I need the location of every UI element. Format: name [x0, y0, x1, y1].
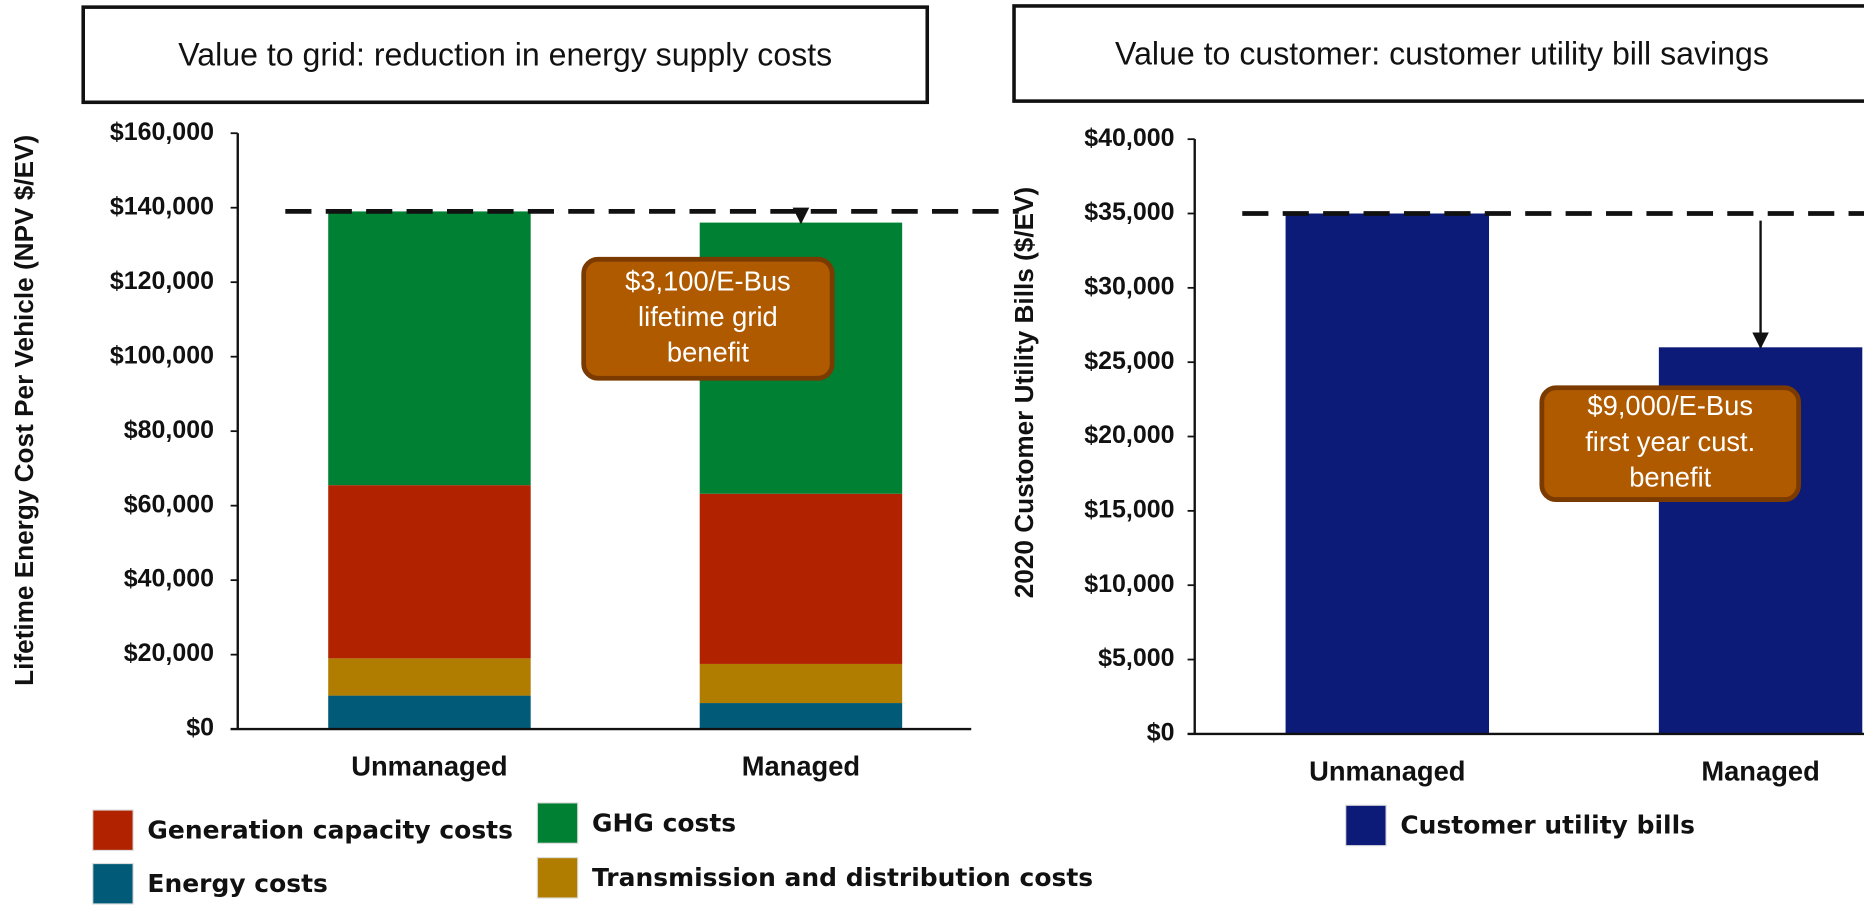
annotation: benefit — [667, 337, 749, 368]
title-box — [1012, 4, 1864, 103]
bar — [699, 703, 903, 730]
y-tick-label: $5,000 — [1098, 644, 1174, 672]
legend-swatch — [536, 856, 579, 899]
y-axis-label: 2020 Customer Utility Bills ($/EV) — [1009, 187, 1039, 598]
bar — [328, 211, 531, 486]
legend-swatch — [1345, 804, 1387, 847]
legend-swatch — [536, 802, 579, 844]
bar — [1285, 213, 1490, 734]
y-tick-label: $35,000 — [1084, 198, 1174, 226]
bar — [328, 485, 531, 659]
y-tick-label: $120,000 — [110, 267, 214, 295]
y-tick-label: $15,000 — [1084, 495, 1174, 523]
y-tick-label: $40,000 — [124, 565, 214, 593]
annotation: $9,000/E-Bus — [1587, 390, 1753, 421]
y-tick-label: $10,000 — [1084, 570, 1174, 598]
annotation: benefit — [1629, 462, 1711, 493]
x-tick-label: Managed — [742, 751, 860, 782]
y-tick-label: $30,000 — [1084, 272, 1174, 300]
x-tick-label: Unmanaged — [351, 751, 507, 782]
y-axis-label: Lifetime Energy Cost Per Vehicle (NPV $/… — [9, 135, 39, 686]
annotation: lifetime grid — [638, 301, 778, 332]
y-tick-label: $80,000 — [124, 416, 214, 444]
x-tick-label: Unmanaged — [1309, 755, 1465, 786]
y-tick-label: $60,000 — [124, 490, 214, 518]
y-tick-label: $20,000 — [1084, 421, 1174, 449]
bar — [328, 658, 531, 696]
y-tick-label: $25,000 — [1084, 347, 1174, 375]
legend-label: Energy costs — [147, 869, 327, 898]
legend-label: Generation capacity costs — [147, 815, 513, 844]
annotation: first year cust. — [1585, 426, 1755, 457]
legend-swatch — [92, 809, 134, 852]
legend-label: Transmission and distribution costs — [592, 863, 1093, 892]
legend-label: GHG costs — [592, 808, 736, 837]
y-tick-label: $160,000 — [110, 118, 214, 146]
y-tick-label: $0 — [1147, 718, 1175, 746]
bar — [328, 695, 531, 730]
title-box — [81, 5, 930, 105]
bar — [699, 493, 903, 664]
chart-title: Value to grid: reduction in energy suppl… — [178, 37, 832, 73]
bar — [699, 663, 903, 704]
y-tick-label: $20,000 — [124, 639, 214, 667]
legend-swatch — [92, 862, 134, 905]
annotation-box — [1539, 385, 1801, 502]
annotation-box — [581, 256, 835, 381]
y-tick-label: $100,000 — [110, 341, 214, 369]
y-tick-label: $140,000 — [110, 192, 214, 220]
annotation: $3,100/E-Bus — [625, 265, 791, 296]
y-tick-label: $40,000 — [1084, 124, 1174, 152]
legend-label: Customer utility bills — [1400, 811, 1695, 840]
x-tick-label: Managed — [1701, 755, 1819, 786]
y-tick-label: $0 — [186, 714, 214, 742]
chart-title: Value to customer: customer utility bill… — [1115, 35, 1769, 71]
